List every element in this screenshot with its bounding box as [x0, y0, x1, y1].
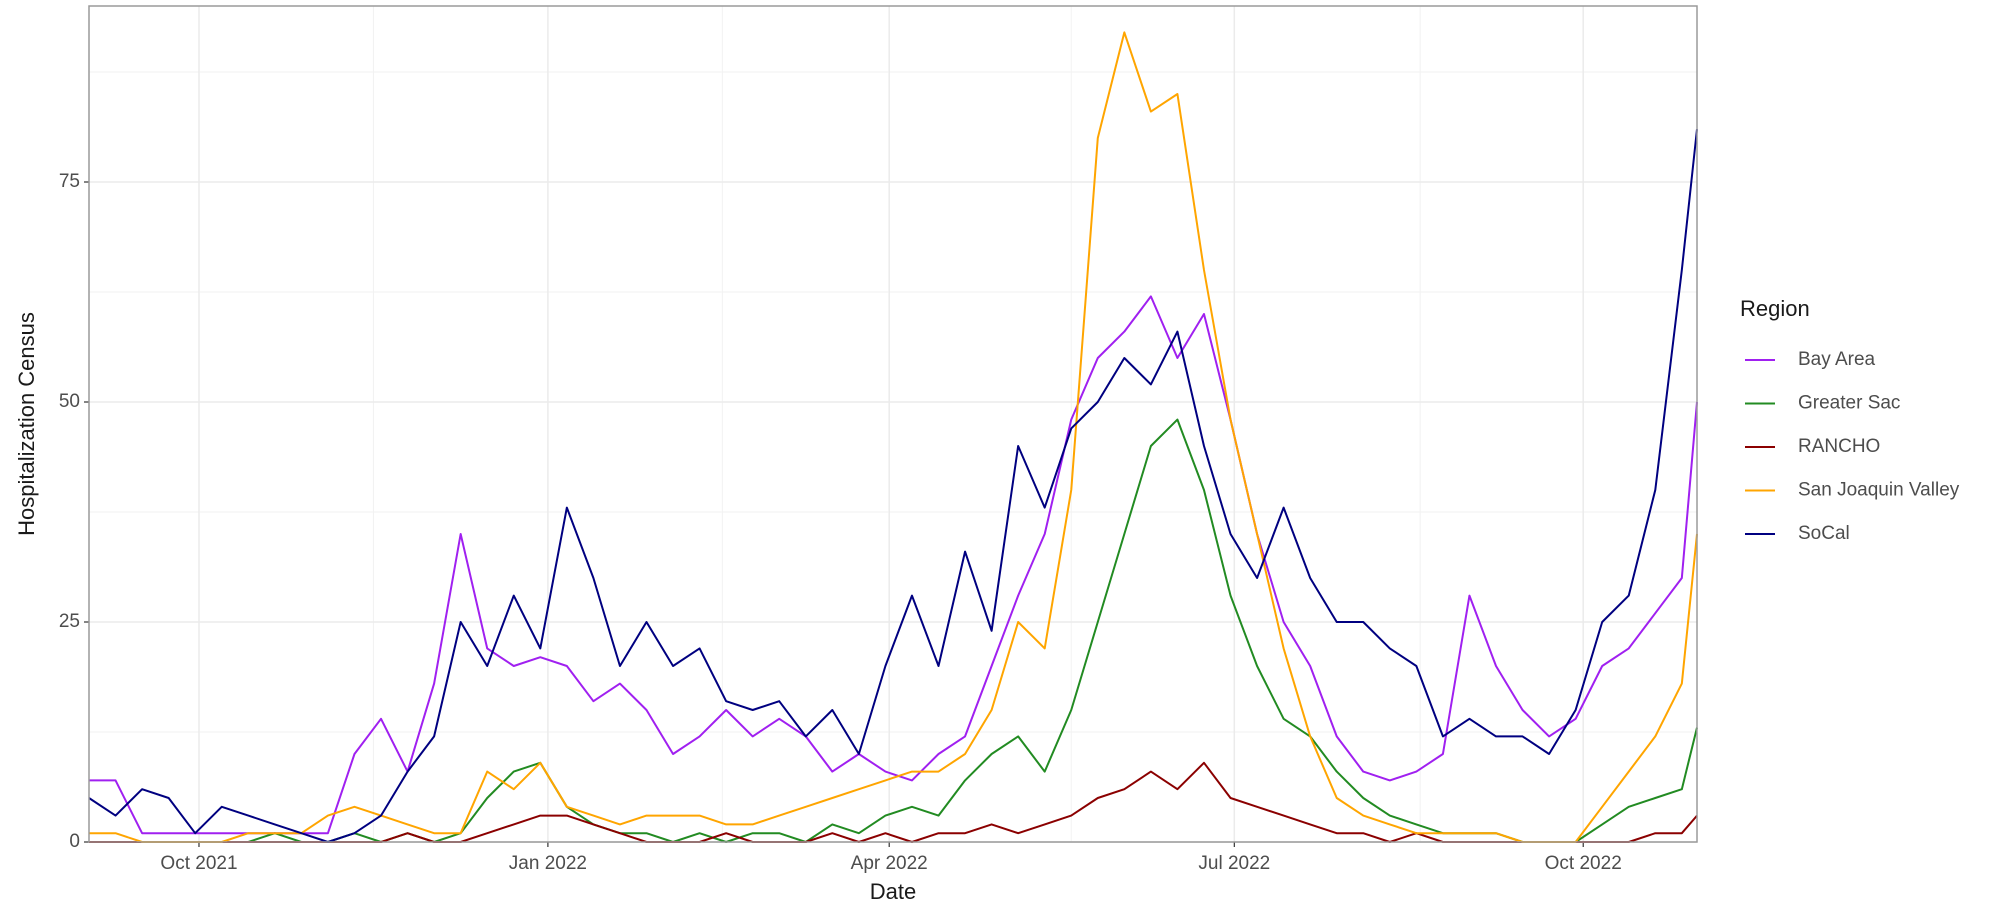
x-tick-label: Oct 2022: [1545, 853, 1622, 874]
y-tick-label: 50: [59, 391, 80, 412]
series-line: [89, 31, 1698, 843]
x-tick-label: Jan 2022: [509, 853, 587, 874]
series-line: [88, 129, 1698, 843]
panel-border: [88, 5, 1698, 843]
y-tick-label: 0: [69, 831, 80, 852]
legend-label: SoCal: [1798, 523, 1850, 544]
legend-label: San Joaquin Valley: [1798, 480, 1960, 501]
legend-label: Greater Sac: [1798, 393, 1900, 414]
y-axis-title: Hospitalization Census: [14, 312, 39, 536]
legend-label: Bay Area: [1798, 349, 1876, 370]
legend-label: RANCHO: [1798, 436, 1880, 457]
x-tick-label: Apr 2022: [851, 853, 928, 874]
series-line: [89, 418, 1698, 843]
x-tick-label: Jul 2022: [1198, 853, 1270, 874]
x-tick-label: Oct 2021: [160, 853, 237, 874]
y-tick-label: 25: [59, 611, 80, 632]
y-tick-label: 75: [59, 171, 80, 192]
grid: [89, 6, 1697, 843]
legend-title: Region: [1740, 296, 1810, 321]
x-axis-title: Date: [870, 879, 916, 904]
series-line: [89, 295, 1698, 835]
